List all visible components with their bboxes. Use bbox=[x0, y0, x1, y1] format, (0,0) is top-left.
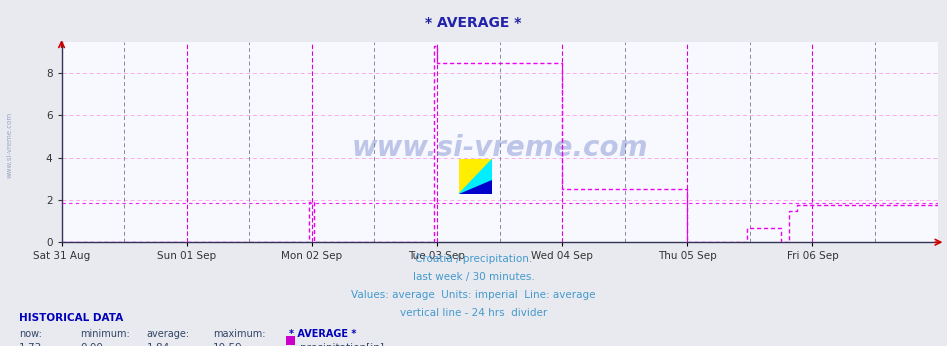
Text: precipitation[in]: precipitation[in] bbox=[300, 343, 384, 346]
Polygon shape bbox=[459, 159, 492, 194]
Text: * AVERAGE *: * AVERAGE * bbox=[425, 16, 522, 29]
Text: www.si-vreme.com: www.si-vreme.com bbox=[7, 112, 12, 179]
Text: HISTORICAL DATA: HISTORICAL DATA bbox=[19, 313, 123, 323]
Text: 0.00: 0.00 bbox=[80, 343, 103, 346]
Text: Croatia / precipitation.: Croatia / precipitation. bbox=[415, 254, 532, 264]
Text: average:: average: bbox=[147, 329, 190, 339]
Text: now:: now: bbox=[19, 329, 42, 339]
Polygon shape bbox=[459, 159, 492, 194]
Text: vertical line - 24 hrs  divider: vertical line - 24 hrs divider bbox=[400, 308, 547, 318]
Text: last week / 30 minutes.: last week / 30 minutes. bbox=[413, 272, 534, 282]
Text: 1.84: 1.84 bbox=[147, 343, 170, 346]
Text: 1.73: 1.73 bbox=[19, 343, 43, 346]
Polygon shape bbox=[459, 180, 492, 194]
Text: 10.59: 10.59 bbox=[213, 343, 242, 346]
Text: minimum:: minimum: bbox=[80, 329, 131, 339]
Text: maximum:: maximum: bbox=[213, 329, 265, 339]
Text: * AVERAGE *: * AVERAGE * bbox=[289, 329, 356, 339]
Text: www.si-vreme.com: www.si-vreme.com bbox=[351, 134, 648, 162]
Text: Values: average  Units: imperial  Line: average: Values: average Units: imperial Line: av… bbox=[351, 290, 596, 300]
